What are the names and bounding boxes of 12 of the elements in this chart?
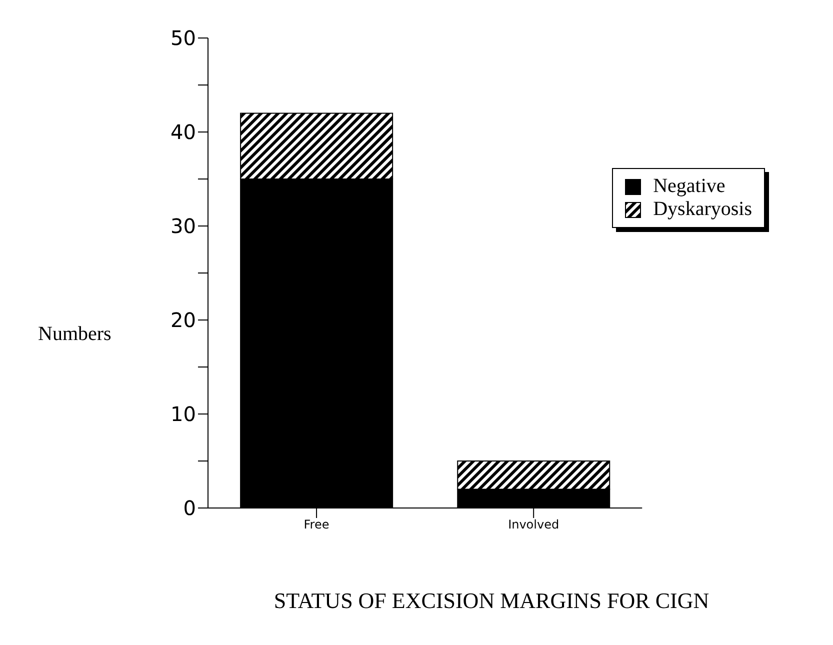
y-tick-label: 0 (183, 496, 196, 520)
y-tick-label: 30 (170, 214, 196, 238)
y-tick-label: 10 (170, 402, 196, 426)
y-tick-label: 40 (170, 120, 196, 144)
x-axis-title: STATUS OF EXCISION MARGINS FOR CIGN (272, 588, 710, 614)
x-tick-label: Involved (508, 518, 560, 532)
y-axis-title: Numbers (38, 323, 112, 346)
legend-label: Negative (653, 175, 726, 198)
y-tick-label: 50 (170, 26, 196, 50)
x-tick-label: Free (304, 518, 330, 532)
y-tick-label: 20 (170, 308, 196, 332)
legend-label: Dyskaryosis (653, 198, 752, 221)
